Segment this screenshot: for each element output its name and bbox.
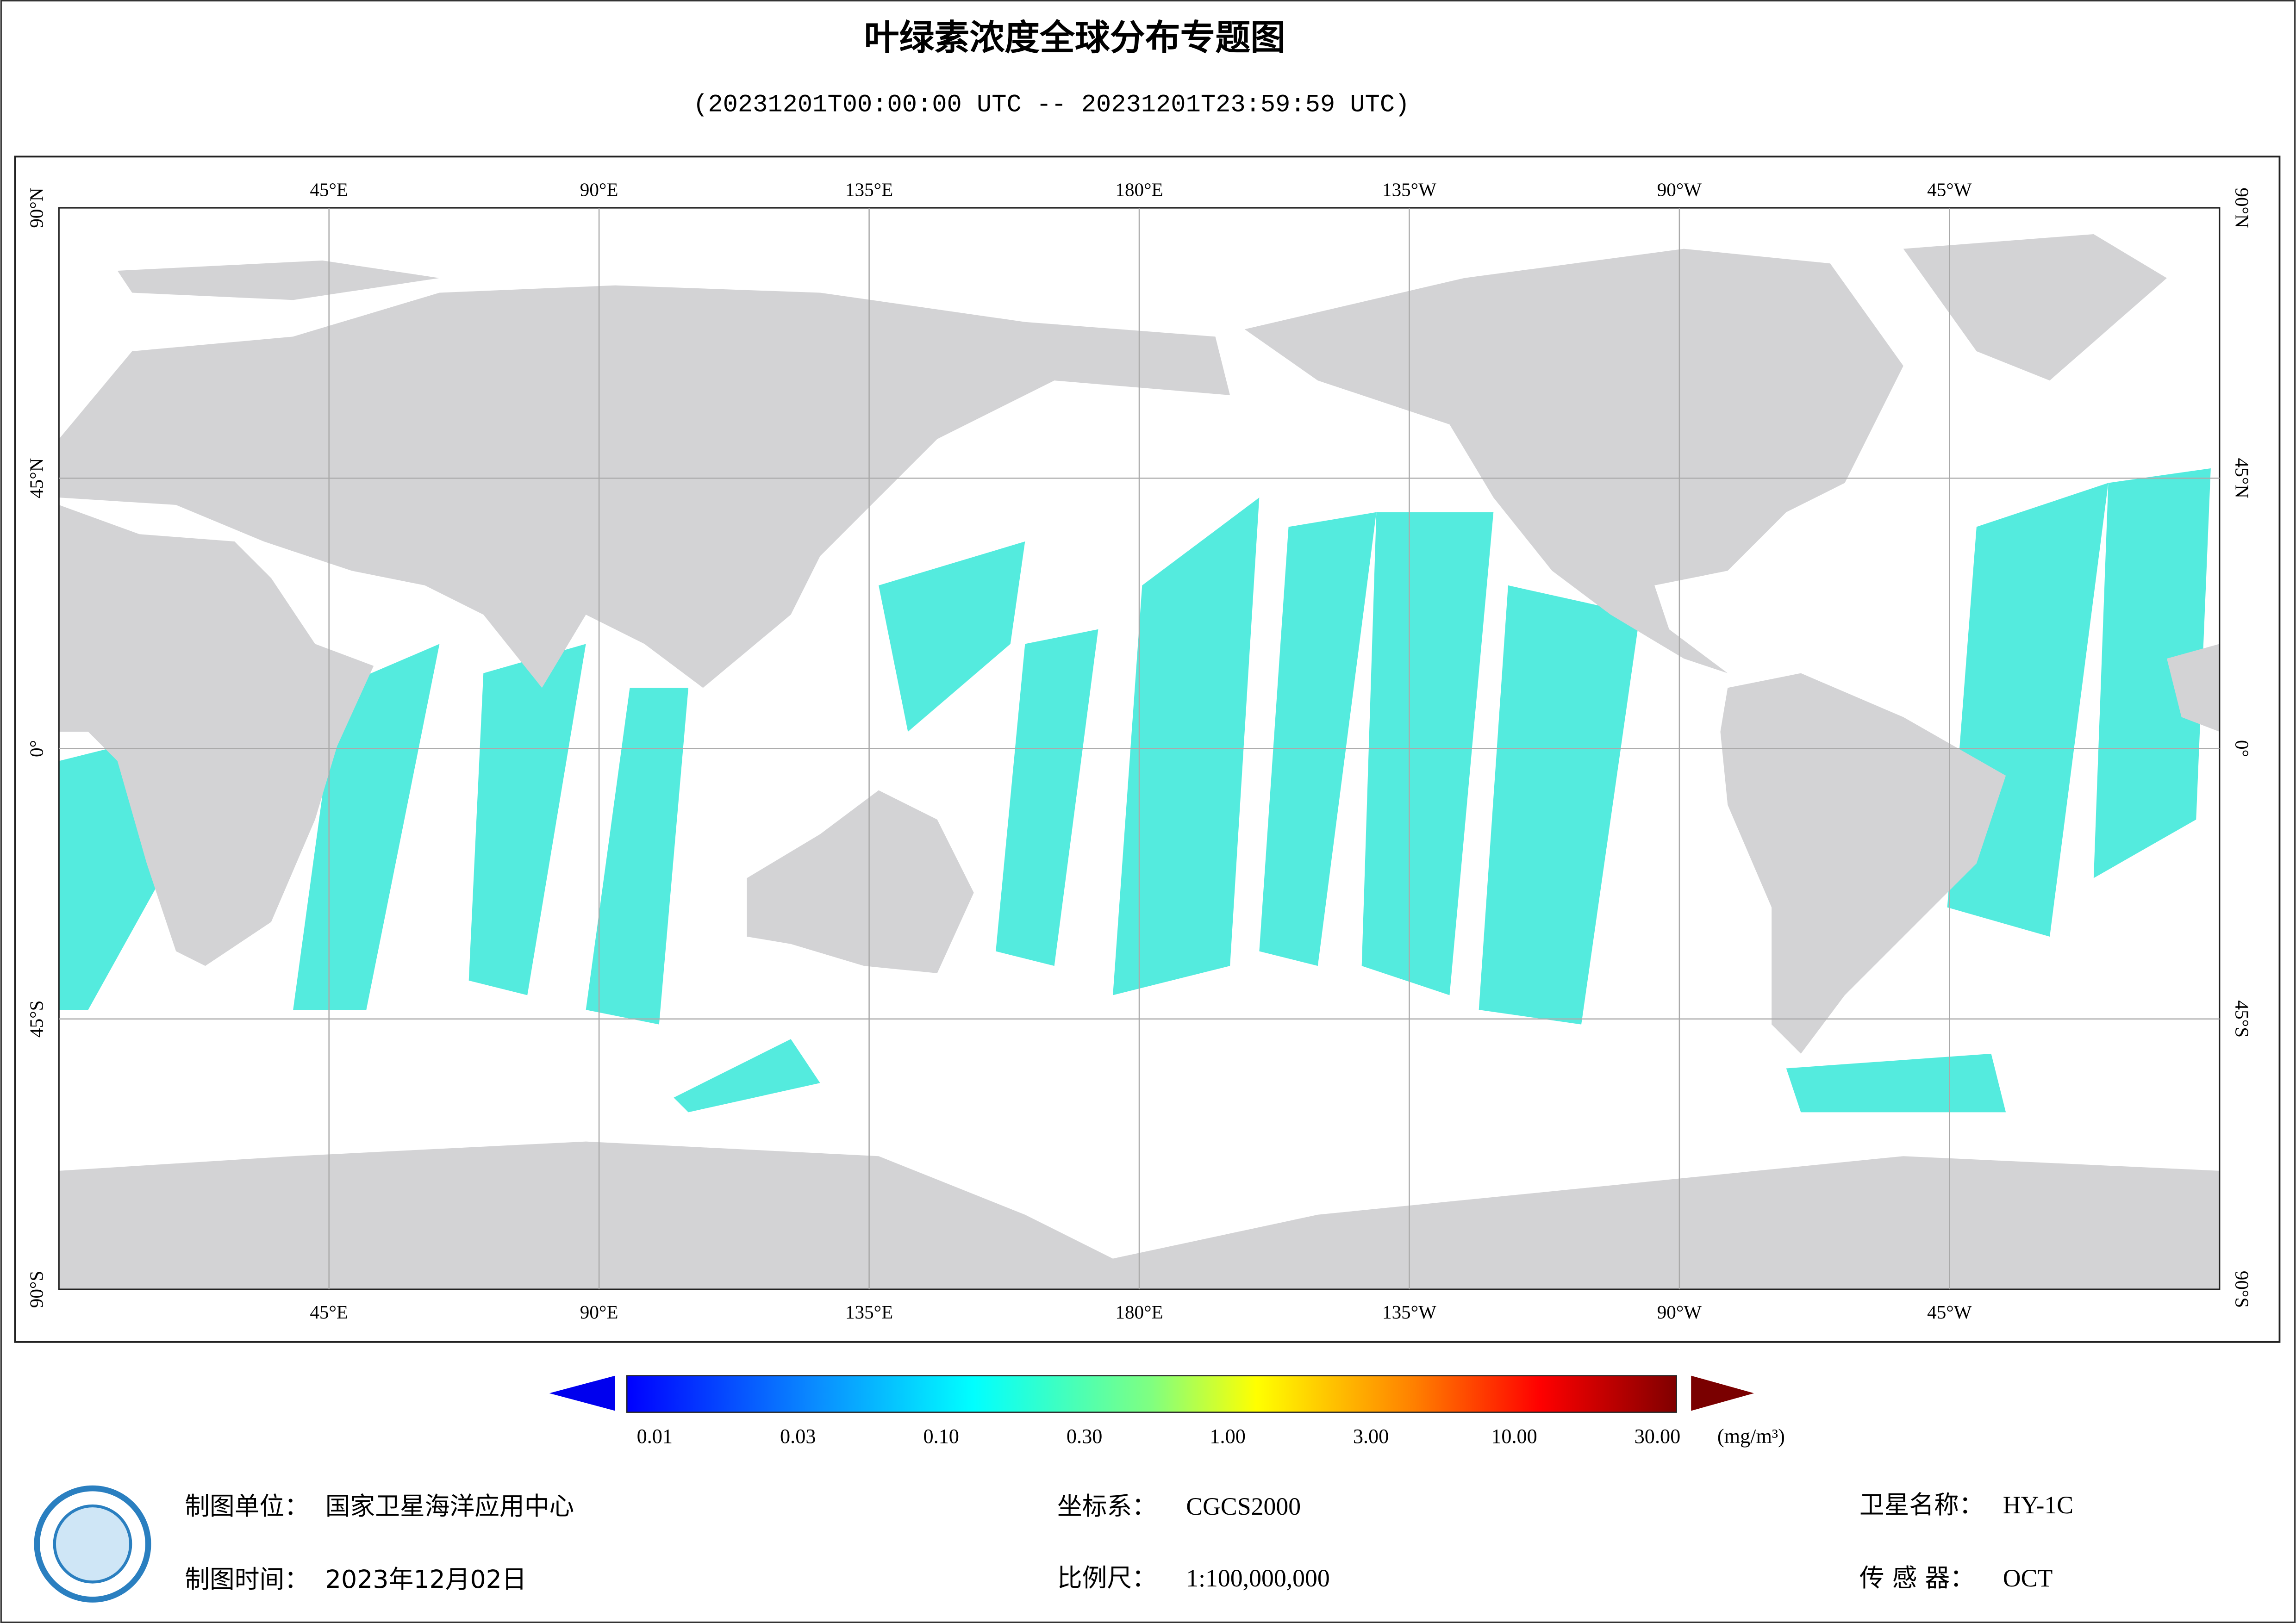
footer-value: 2023年12月02日 [325, 1565, 527, 1594]
colorbar-label: 0.01 [637, 1425, 673, 1448]
lon-label: 45°W [1927, 1301, 1972, 1323]
lat-label: 45°N [2232, 458, 2253, 498]
lon-label: 135°W [1382, 179, 1436, 200]
lat-label: 45°S [25, 1001, 47, 1038]
footer-value: 国家卫星海洋应用中心 [325, 1492, 574, 1521]
ocean-swaths [59, 468, 2211, 1113]
colorbar-unit: (mg/m³) [1717, 1425, 1785, 1448]
colorbar-label: 30.00 [1635, 1425, 1681, 1448]
lon-label: 90°E [580, 179, 618, 200]
lon-label: 135°E [845, 179, 893, 200]
lon-label: 45°W [1927, 179, 1972, 200]
subtitle: (20231201T00:00:00 UTC -- 20231201T23:59… [693, 91, 1410, 119]
footer-value: CGCS2000 [1186, 1492, 1301, 1520]
footer-label: 坐标系： [1057, 1492, 1157, 1521]
lon-label: 135°E [845, 1301, 893, 1323]
lat-label: 0° [25, 740, 47, 757]
lon-label: 90°E [580, 1301, 618, 1323]
logo-inner [53, 1504, 132, 1584]
lon-label: 90°W [1657, 1301, 1702, 1323]
colorbar-label: 3.00 [1353, 1425, 1389, 1448]
footer-label: 传 感 器： [1859, 1563, 1975, 1592]
colorbar: (mg/m³) [549, 1375, 1785, 1448]
colorbar-ramp [626, 1375, 1677, 1413]
lat-label: 90°N [25, 187, 47, 228]
footer-label: 制图时间： [185, 1565, 309, 1594]
colorbar-label: 10.00 [1491, 1425, 1537, 1448]
footer-value: OCT [2003, 1564, 2053, 1592]
lon-label: 135°W [1382, 1301, 1436, 1323]
footer-label: 比例尺： [1057, 1563, 1157, 1592]
footer-value: 1:100,000,000 [1186, 1564, 1330, 1592]
lat-label: 45°N [25, 458, 47, 498]
lat-label: 90°N [2232, 187, 2253, 228]
lon-label: 45°E [310, 179, 348, 200]
colorbar-label: 0.10 [923, 1425, 959, 1448]
colorbar-low-arrow [549, 1375, 615, 1411]
footer-label: 制图单位： [185, 1492, 309, 1521]
lon-label: 180°E [1115, 1301, 1163, 1323]
colorbar-label: 0.30 [1067, 1425, 1102, 1448]
lat-label: 90°S [2232, 1271, 2253, 1308]
footer-label: 卫星名称： [1859, 1490, 1984, 1519]
colorbar-label: 1.00 [1210, 1425, 1245, 1448]
lon-label: 45°E [310, 1301, 348, 1323]
lat-label: 45°S [2232, 1001, 2253, 1038]
footer: 制图单位： 国家卫星海洋应用中心 制图时间： 2023年12月02日 坐标系： … [34, 1485, 2073, 1603]
lon-label: 180°E [1115, 179, 1163, 200]
map [59, 234, 2220, 1289]
colorbar-high-arrow [1691, 1375, 1754, 1411]
lon-label: 90°W [1657, 179, 1702, 200]
lat-label: 0° [2232, 740, 2253, 757]
footer-value: HY-1C [2003, 1491, 2073, 1519]
colorbar-label: 0.03 [780, 1425, 816, 1448]
lat-label: 90°S [25, 1271, 47, 1308]
title: 叶绿素浓度全球分布专题图 [864, 18, 1286, 58]
